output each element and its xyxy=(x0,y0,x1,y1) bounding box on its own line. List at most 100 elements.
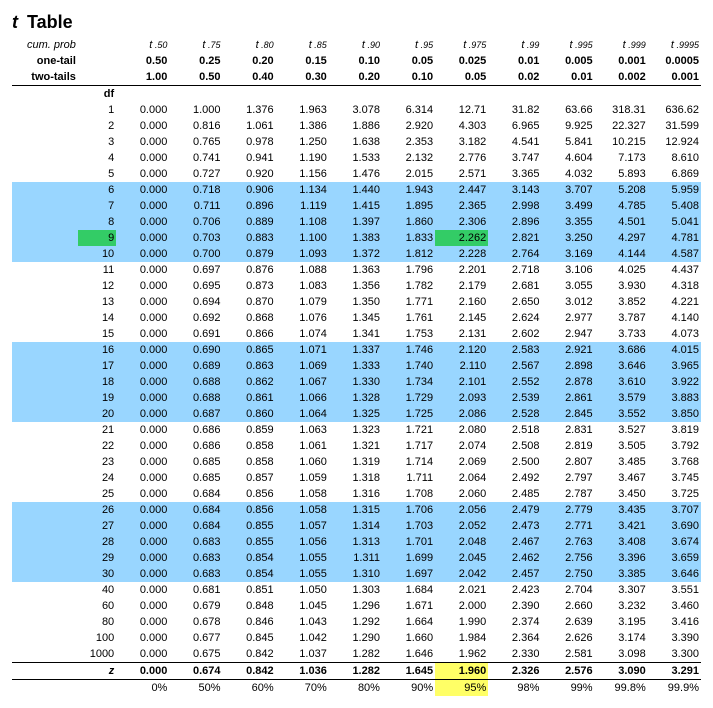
value-cell: 2.132 xyxy=(382,150,435,166)
value-cell: 0.686 xyxy=(169,438,222,454)
value-cell: 31.599 xyxy=(648,118,701,134)
value-cell: 0.000 xyxy=(116,374,169,390)
df-cell: 13 xyxy=(78,294,116,310)
value-cell: 2.518 xyxy=(488,422,541,438)
value-cell: 4.437 xyxy=(648,262,701,278)
value-cell: 0.706 xyxy=(169,214,222,230)
value-cell: 1.383 xyxy=(329,230,382,246)
value-cell: 2.660 xyxy=(541,598,594,614)
value-cell: 1.415 xyxy=(329,198,382,214)
value-cell: 3.787 xyxy=(595,310,648,326)
value-cell: 1.311 xyxy=(329,550,382,566)
value-cell: 1.037 xyxy=(276,646,329,663)
table-row: 140.0000.6920.8681.0761.3451.7612.1452.6… xyxy=(12,310,701,326)
value-cell: 0.691 xyxy=(169,326,222,342)
value-cell: 2.492 xyxy=(488,470,541,486)
value-cell: 2.080 xyxy=(435,422,488,438)
value-cell: 0.862 xyxy=(223,374,276,390)
value-cell: 0.000 xyxy=(116,182,169,198)
hdr-one-0: 0.50 xyxy=(116,53,169,69)
value-cell: 1.045 xyxy=(276,598,329,614)
df-cell: 14 xyxy=(78,310,116,326)
value-cell: 1.057 xyxy=(276,518,329,534)
value-cell: 1.083 xyxy=(276,278,329,294)
hdr-two-2: 0.40 xyxy=(223,69,276,86)
hdr-cum-3: t .85 xyxy=(276,37,329,53)
value-cell: 1.050 xyxy=(276,582,329,598)
value-cell: 1.708 xyxy=(382,486,435,502)
table-row: 30.0000.7650.9781.2501.6382.3533.1824.54… xyxy=(12,134,701,150)
hdr-two-0: 1.00 xyxy=(116,69,169,86)
value-cell: 2.179 xyxy=(435,278,488,294)
value-cell: 2.581 xyxy=(541,646,594,663)
value-cell: 0.000 xyxy=(116,246,169,262)
value-cell: 1.296 xyxy=(329,598,382,614)
z-label: z xyxy=(78,663,116,680)
value-cell: 5.841 xyxy=(541,134,594,150)
value-cell: 0.855 xyxy=(223,534,276,550)
value-cell: 2.462 xyxy=(488,550,541,566)
value-cell: 0.863 xyxy=(223,358,276,374)
hdr-cum-6: t .975 xyxy=(435,37,488,53)
hdr-cum-10: t .9995 xyxy=(648,37,701,53)
value-cell: 1.746 xyxy=(382,342,435,358)
value-cell: 1.646 xyxy=(382,646,435,663)
value-cell: 4.140 xyxy=(648,310,701,326)
value-cell: 0.695 xyxy=(169,278,222,294)
value-cell: 0.816 xyxy=(169,118,222,134)
value-cell: 2.787 xyxy=(541,486,594,502)
value-cell: 3.707 xyxy=(648,502,701,518)
pct-cell: 95% xyxy=(435,680,488,697)
value-cell: 0.000 xyxy=(116,262,169,278)
value-cell: 1.059 xyxy=(276,470,329,486)
value-cell: 1.711 xyxy=(382,470,435,486)
pct-cell: 99.8% xyxy=(595,680,648,697)
value-cell: 2.069 xyxy=(435,454,488,470)
df-cell: 22 xyxy=(78,438,116,454)
value-cell: 1.729 xyxy=(382,390,435,406)
value-cell: 0.683 xyxy=(169,566,222,582)
z-cell: 0.000 xyxy=(116,663,169,680)
z-cell: 3.291 xyxy=(648,663,701,680)
hdr-cum-2: t .80 xyxy=(223,37,276,53)
value-cell: 2.704 xyxy=(541,582,594,598)
value-cell: 0.858 xyxy=(223,454,276,470)
value-cell: 1.328 xyxy=(329,390,382,406)
value-cell: 1.079 xyxy=(276,294,329,310)
value-cell: 0.000 xyxy=(116,486,169,502)
value-cell: 1.782 xyxy=(382,278,435,294)
value-cell: 3.768 xyxy=(648,454,701,470)
z-cell: 3.090 xyxy=(595,663,648,680)
value-cell: 2.052 xyxy=(435,518,488,534)
hdr-cum-0: t .50 xyxy=(116,37,169,53)
value-cell: 3.408 xyxy=(595,534,648,550)
value-cell: 3.646 xyxy=(595,358,648,374)
value-cell: 0.859 xyxy=(223,422,276,438)
value-cell: 1.061 xyxy=(276,438,329,454)
value-cell: 2.060 xyxy=(435,486,488,502)
value-cell: 1.796 xyxy=(382,262,435,278)
df-cell: 100 xyxy=(78,630,116,646)
value-cell: 1.671 xyxy=(382,598,435,614)
value-cell: 3.250 xyxy=(541,230,594,246)
value-cell: 4.781 xyxy=(648,230,701,246)
value-cell: 2.750 xyxy=(541,566,594,582)
value-cell: 0.683 xyxy=(169,550,222,566)
value-cell: 4.303 xyxy=(435,118,488,134)
value-cell: 0.683 xyxy=(169,534,222,550)
table-row: 600.0000.6790.8481.0451.2961.6712.0002.3… xyxy=(12,598,701,614)
value-cell: 1.076 xyxy=(276,310,329,326)
value-cell: 1.100 xyxy=(276,230,329,246)
value-cell: 3.396 xyxy=(595,550,648,566)
value-cell: 0.675 xyxy=(169,646,222,663)
table-title: t Table xyxy=(12,12,701,33)
value-cell: 1.984 xyxy=(435,630,488,646)
value-cell: 1.734 xyxy=(382,374,435,390)
hdr-cum-4: t .90 xyxy=(329,37,382,53)
value-cell: 2.639 xyxy=(541,614,594,630)
value-cell: 0.000 xyxy=(116,598,169,614)
value-cell: 1.055 xyxy=(276,566,329,582)
value-cell: 2.920 xyxy=(382,118,435,134)
df-header: df xyxy=(78,86,116,103)
value-cell: 0.000 xyxy=(116,566,169,582)
